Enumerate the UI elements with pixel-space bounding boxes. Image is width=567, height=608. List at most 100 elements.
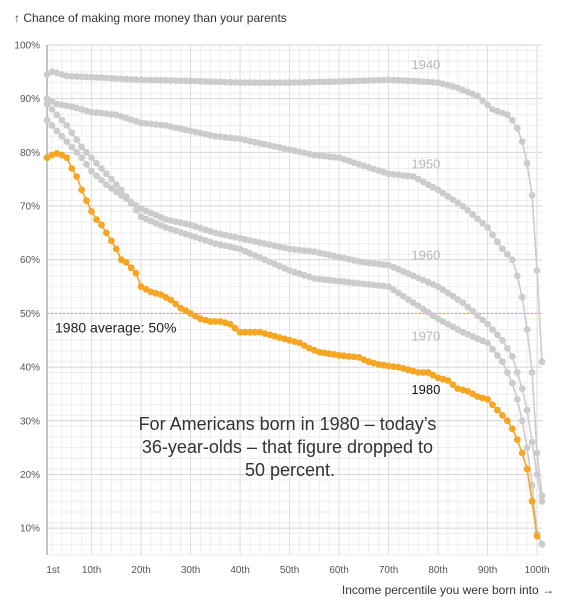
data-point (533, 471, 541, 478)
data-point (142, 76, 150, 84)
data-point (226, 320, 234, 328)
data-point (523, 465, 531, 473)
data-point (192, 77, 199, 85)
data-point (172, 300, 180, 308)
data-point (117, 75, 125, 83)
x-axis-label: Income percentile you were born into → (342, 583, 554, 597)
data-point (499, 336, 506, 344)
data-point (355, 77, 363, 85)
data-point (350, 353, 358, 361)
data-point (518, 417, 526, 425)
data-point (83, 161, 90, 168)
data-point (93, 109, 100, 116)
data-point (499, 412, 506, 419)
data-point (390, 286, 397, 294)
data-point (499, 245, 506, 253)
data-point (474, 215, 481, 223)
data-point (93, 74, 100, 81)
data-point (404, 296, 412, 303)
data-point (266, 79, 274, 86)
data-point (513, 124, 521, 132)
data-point (112, 75, 120, 82)
data-point (63, 138, 71, 146)
y-tick-label: 50% (20, 309, 40, 320)
data-point (429, 78, 437, 86)
data-point (276, 79, 283, 86)
data-point (122, 259, 130, 266)
data-point (78, 186, 86, 194)
data-point (528, 438, 536, 446)
data-point (375, 282, 383, 289)
data-point (177, 77, 185, 85)
data-point (187, 77, 194, 85)
data-point (484, 224, 491, 231)
data-point (246, 328, 254, 336)
data-point (325, 276, 333, 284)
data-point (504, 111, 511, 119)
data-point (241, 328, 249, 336)
data-point (48, 122, 56, 129)
data-point (523, 326, 531, 333)
x-tick-label: 80th (428, 565, 447, 576)
x-tick-label: 100th (525, 565, 550, 576)
data-point (296, 79, 303, 86)
data-point (301, 78, 308, 86)
data-point (508, 379, 516, 387)
data-point (533, 267, 541, 274)
data-point (504, 251, 511, 258)
y-tick-label: 100% (14, 41, 40, 52)
data-point (291, 79, 298, 86)
data-point (523, 159, 531, 167)
x-axis-ticks: 1st 10th 20th 30th 40th 50th 60th 70th 80th 90th 1… (46, 565, 549, 576)
data-point (518, 385, 526, 392)
data-point (98, 109, 105, 117)
data-point (385, 362, 392, 370)
data-point (484, 339, 491, 347)
annotation-line-3: 50 percent. (245, 460, 335, 480)
data-point (43, 116, 51, 124)
data-point (409, 77, 417, 85)
data-point (429, 312, 437, 319)
x-tick-label: 1st (46, 565, 60, 576)
data-point (98, 165, 105, 172)
data-point (508, 256, 516, 264)
data-point (409, 299, 417, 307)
y-tick-label: 20% (20, 470, 40, 481)
data-point (152, 121, 160, 128)
series-label-1980: 1980 (411, 382, 440, 397)
data-point (330, 153, 338, 161)
data-point (528, 191, 536, 199)
data-point (340, 77, 348, 85)
data-point (513, 436, 521, 443)
data-point (83, 149, 90, 156)
data-point (231, 79, 239, 86)
data-point (489, 401, 496, 409)
data-point (310, 78, 318, 86)
data-point (439, 286, 447, 294)
data-point (330, 351, 338, 358)
data-point (523, 406, 531, 414)
data-point (400, 77, 407, 84)
data-point (211, 318, 219, 325)
data-point (152, 76, 160, 84)
data-point (43, 71, 51, 78)
y-tick-label: 30% (20, 416, 40, 427)
data-point (88, 208, 95, 215)
data-point (172, 77, 180, 84)
data-point (226, 134, 234, 142)
data-point (429, 371, 437, 379)
data-point (132, 269, 140, 277)
data-point (310, 275, 318, 282)
data-point (236, 328, 244, 336)
data-point (231, 135, 239, 142)
data-point (68, 129, 76, 137)
data-point (414, 77, 422, 85)
data-point (58, 116, 66, 124)
data-point (454, 296, 462, 303)
data-point (301, 342, 308, 349)
data-point (429, 183, 437, 191)
data-point (350, 77, 358, 85)
data-point (454, 199, 462, 207)
data-point (474, 92, 481, 100)
data-point (271, 79, 279, 86)
